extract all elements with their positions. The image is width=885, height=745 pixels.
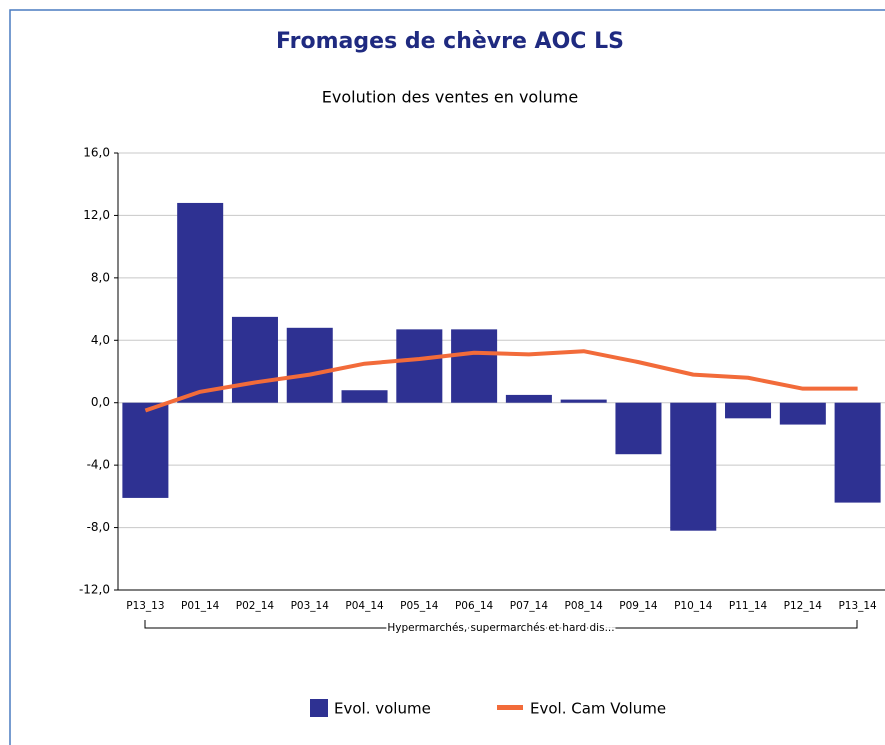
y-tick-label: 12,0 <box>83 208 110 222</box>
y-tick-label: 4,0 <box>91 333 110 347</box>
bar <box>177 202 224 403</box>
bar <box>122 402 169 498</box>
y-tick-label: 0,0 <box>91 395 110 409</box>
x-tick-label: P04_14 <box>345 600 384 612</box>
bar <box>834 402 881 503</box>
legend-label: Evol. volume <box>334 700 431 718</box>
x-tick-label: P01_14 <box>181 600 220 612</box>
x-tick-label: P08_14 <box>565 600 604 612</box>
x-tick-label: P09_14 <box>619 600 658 612</box>
x-tick-label: P05_14 <box>400 600 439 612</box>
y-tick-label: -12,0 <box>79 583 110 597</box>
bar <box>670 402 717 531</box>
legend-swatch <box>497 705 523 710</box>
bar <box>615 402 662 455</box>
x-tick-label: P06_14 <box>455 600 494 612</box>
bar <box>560 399 607 403</box>
legend-label: Evol. Cam Volume <box>530 700 666 718</box>
x-tick-label: P13_14 <box>838 600 877 612</box>
bar <box>231 316 278 403</box>
legend-swatch <box>310 699 328 717</box>
bar <box>286 327 333 403</box>
y-tick-label: -4,0 <box>87 458 110 472</box>
x-tick-label: P13_13 <box>126 600 164 612</box>
bar <box>725 402 772 419</box>
x-tick-label: P02_14 <box>236 600 275 612</box>
y-tick-label: 8,0 <box>91 270 110 284</box>
y-tick-label: 16,0 <box>83 146 110 160</box>
group-bracket <box>144 620 858 629</box>
bar <box>396 329 443 403</box>
bar <box>451 329 498 403</box>
frame <box>9 9 885 745</box>
chart-subtitle: Evolution des ventes en volume <box>322 88 578 107</box>
x-tick-label: P12_14 <box>784 600 823 612</box>
line <box>144 349 858 413</box>
bar <box>505 394 552 403</box>
bar <box>341 390 388 403</box>
x-tick-label: P11_14 <box>729 600 768 612</box>
bar <box>779 402 826 425</box>
group-label: Hypermarchés, supermarchés et hard dis..… <box>387 622 614 634</box>
y-tick-label: -8,0 <box>87 520 110 534</box>
x-tick-label: P10_14 <box>674 600 713 612</box>
x-tick-label: P03_14 <box>291 600 330 612</box>
chart-title: Fromages de chèvre AOC LS <box>276 29 624 54</box>
x-tick-label: P07_14 <box>510 600 549 612</box>
